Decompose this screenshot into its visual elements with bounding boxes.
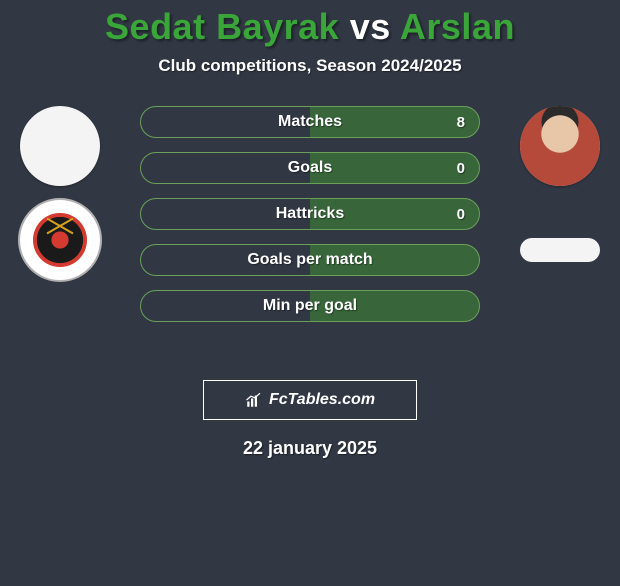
stat-rows: Matches 8 Goals 0 Hattricks 0 Goals per … <box>140 106 480 322</box>
stat-row-goals-per-match: Goals per match <box>140 244 480 276</box>
stat-row-matches: Matches 8 <box>140 106 480 138</box>
stat-label: Min per goal <box>263 297 357 315</box>
player2-name: Arslan <box>400 6 515 47</box>
player1-club-badge <box>18 198 102 282</box>
page-title: Sedat Bayrak vs Arslan <box>0 6 620 48</box>
stat-right-value: 0 <box>457 160 465 177</box>
stat-right-value: 8 <box>457 114 465 131</box>
player2-club-badge-placeholder <box>520 238 600 262</box>
stat-label: Matches <box>278 113 342 131</box>
comparison-stage: Matches 8 Goals 0 Hattricks 0 Goals per … <box>0 106 620 366</box>
stat-row-goals: Goals 0 <box>140 152 480 184</box>
stat-label: Goals per match <box>247 251 372 269</box>
stat-row-hattricks: Hattricks 0 <box>140 198 480 230</box>
stat-row-min-per-goal: Min per goal <box>140 290 480 322</box>
player1-name: Sedat Bayrak <box>105 6 339 47</box>
bar-chart-icon <box>245 391 263 409</box>
subtitle: Club competitions, Season 2024/2025 <box>0 56 620 76</box>
player2-photo <box>520 106 600 186</box>
vs-text: vs <box>350 6 391 47</box>
brand-text: FcTables.com <box>269 391 375 409</box>
club-crest-icon <box>33 213 87 267</box>
date-text: 22 january 2025 <box>0 438 620 459</box>
stat-label: Goals <box>288 159 332 177</box>
stat-label: Hattricks <box>276 205 344 223</box>
player1-photo-placeholder <box>20 106 100 186</box>
brand-box: FcTables.com <box>203 380 417 420</box>
headshot-icon <box>520 106 600 186</box>
stat-right-value: 0 <box>457 206 465 223</box>
